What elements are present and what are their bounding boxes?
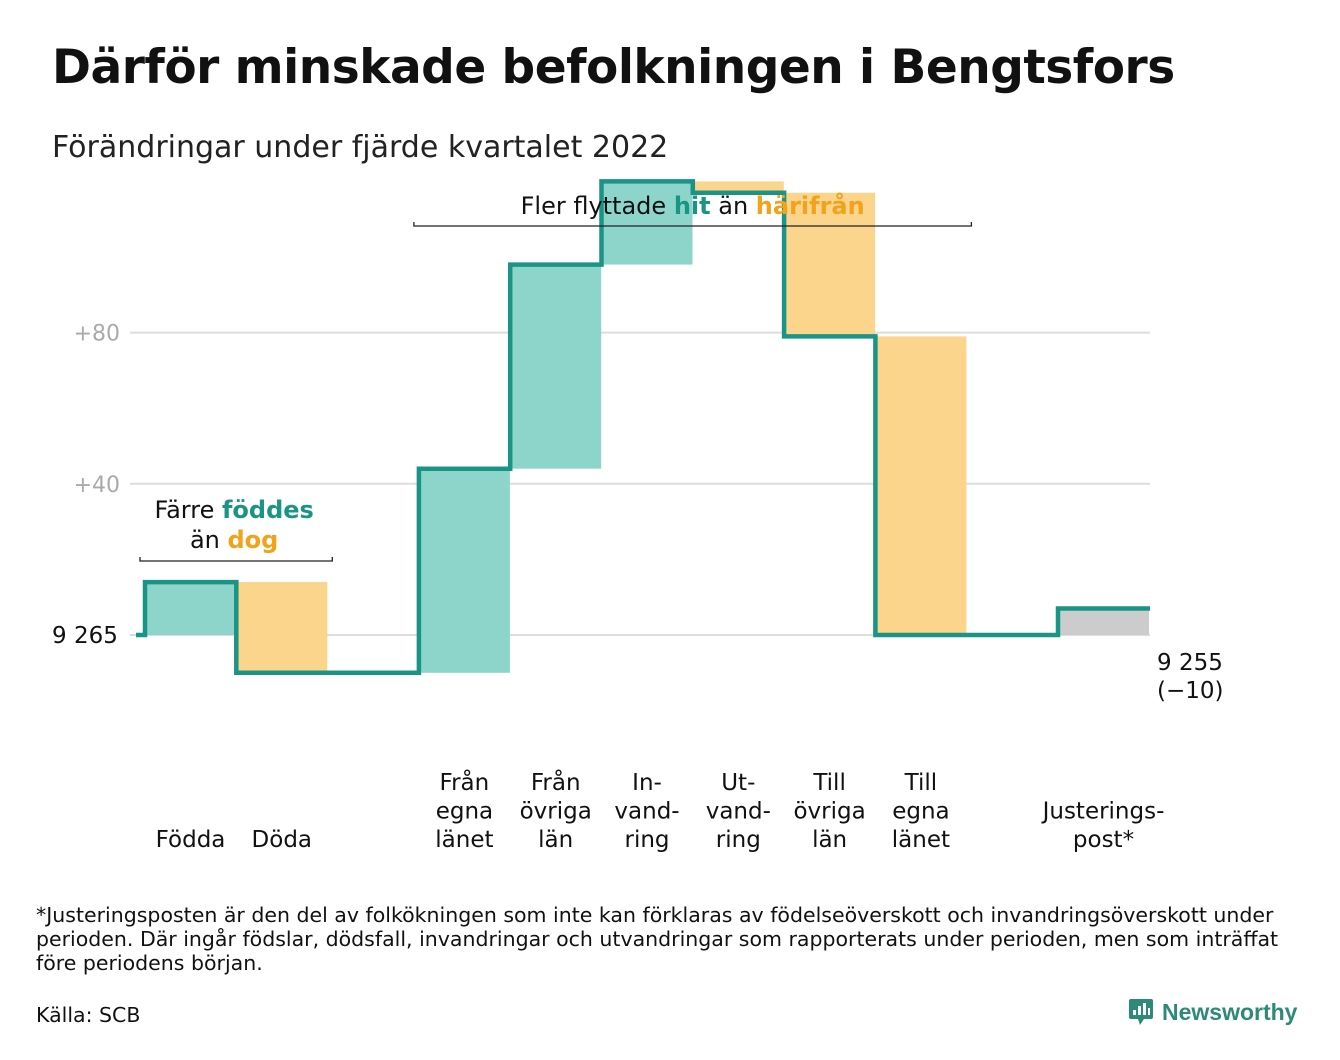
category-label-till_egna: länet xyxy=(892,827,950,853)
waterfall-step-line xyxy=(136,179,1150,676)
category-label-doda: Döda xyxy=(252,827,312,853)
category-label-fran_egna: länet xyxy=(435,827,493,853)
start-value-label: 9 265 xyxy=(52,623,118,649)
annotation-part: föddes xyxy=(222,496,314,524)
annotation-part: dog xyxy=(227,526,278,554)
category-label-fran_ovriga: Från xyxy=(531,768,581,796)
category-label-till_ovriga: Till xyxy=(812,770,846,796)
brand-name: Newsworthy xyxy=(1162,998,1298,1025)
category-label-till_ovriga: län xyxy=(812,827,847,853)
brand-logo[interactable]: Newsworthy xyxy=(1128,997,1297,1027)
y-tick-label: +40 xyxy=(74,473,120,498)
bar-invandring xyxy=(601,181,693,265)
category-label-fran_egna: Från xyxy=(440,768,490,796)
category-label-justering: post* xyxy=(1073,827,1134,853)
annotation-part: än xyxy=(190,526,228,554)
category-label-fran_ovriga: län xyxy=(538,827,573,853)
annotation-part: Färre xyxy=(154,496,222,524)
annotation-moves-line: Fler flyttade hit än härifrån xyxy=(521,191,865,220)
annotation-moves-bracket xyxy=(413,222,973,227)
bars xyxy=(145,181,1149,673)
annotation-part: Fler flyttade xyxy=(521,192,674,220)
step-line xyxy=(136,179,1150,676)
footnote: *Justeringsposten är den del av folkökni… xyxy=(36,903,1279,975)
end-value-label: 9 255 xyxy=(1157,650,1223,676)
bar-doda xyxy=(236,582,328,673)
category-label-till_egna: egna xyxy=(892,799,949,825)
annotation-part: hit xyxy=(674,192,711,220)
annotation-part: härifrån xyxy=(756,191,865,220)
category-label-invandring: In- xyxy=(632,770,662,796)
end-change-label: (−10) xyxy=(1157,678,1223,704)
category-label-till_ovriga: övriga xyxy=(793,799,865,825)
bar-fran_egna xyxy=(418,468,510,673)
newsworthy-logo-icon xyxy=(1129,999,1153,1025)
category-label-invandring: ring xyxy=(624,827,669,853)
source-label: Källa: SCB xyxy=(36,1003,141,1027)
category-label-fran_ovriga: övriga xyxy=(520,799,592,825)
chart-subtitle: Förändringar under fjärde kvartalet 2022 xyxy=(52,130,669,165)
category-label-utvandring: Ut- xyxy=(721,770,755,796)
annotation-births-line2: än dog xyxy=(190,526,278,554)
category-label-utvandring: ring xyxy=(716,827,761,853)
bar-fran_ovriga xyxy=(510,264,602,469)
category-label-utvandring: vand- xyxy=(706,799,771,825)
annotation-births-bracket xyxy=(139,557,333,562)
bar-till_ovriga xyxy=(784,192,876,337)
annotation-births-line1: Färre föddes xyxy=(154,496,313,524)
bar-utvandring xyxy=(692,181,784,193)
category-label-justering: Justerings- xyxy=(1041,799,1165,825)
annotation-part: än xyxy=(711,192,756,220)
category-label-invandring: vand- xyxy=(614,799,679,825)
y-tick-label: +80 xyxy=(74,322,120,347)
category-label-till_egna: Till xyxy=(904,770,938,796)
bar-justering xyxy=(1058,608,1149,635)
bar-till_egna xyxy=(875,336,967,635)
bar-fodda xyxy=(145,582,236,635)
chart-title: Därför minskade befolkningen i Bengtsfor… xyxy=(52,40,1175,95)
category-label-fodda: Födda xyxy=(156,827,226,853)
category-label-fran_egna: egna xyxy=(436,799,493,825)
